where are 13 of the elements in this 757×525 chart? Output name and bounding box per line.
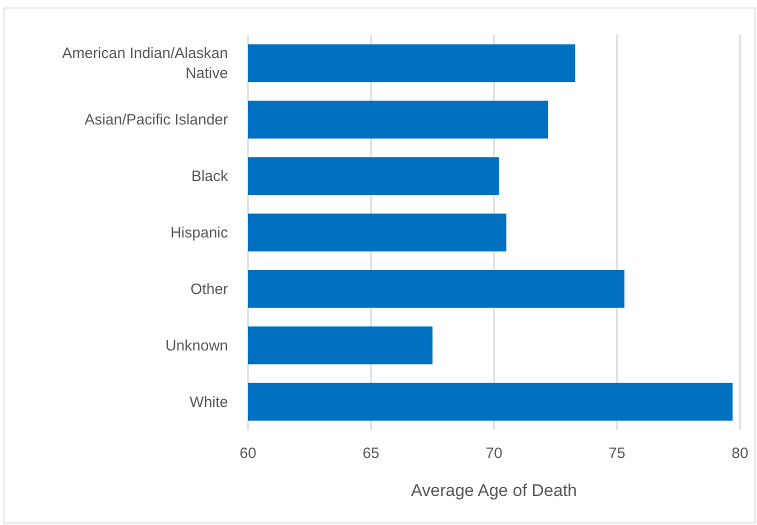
- x-tick-label: 70: [486, 445, 502, 462]
- x-tick-label: 65: [362, 445, 380, 462]
- y-tick-label: Asian/Pacific Islander: [84, 112, 228, 129]
- y-tick-label: Unknown: [165, 337, 228, 354]
- y-tick-label: Hispanic: [170, 224, 228, 242]
- x-tick-label: 60: [240, 445, 256, 462]
- y-tick-label: Other: [190, 280, 228, 298]
- y-tick-label: White: [190, 394, 228, 411]
- y-tick-label: Black: [191, 168, 228, 186]
- y-tick-label: American Indian/Alaskan Native: [62, 45, 228, 82]
- x-tick-label: 80: [732, 445, 748, 462]
- x-tick-label: 75: [608, 445, 626, 462]
- x-axis-title: Average Age of Death: [410, 481, 578, 500]
